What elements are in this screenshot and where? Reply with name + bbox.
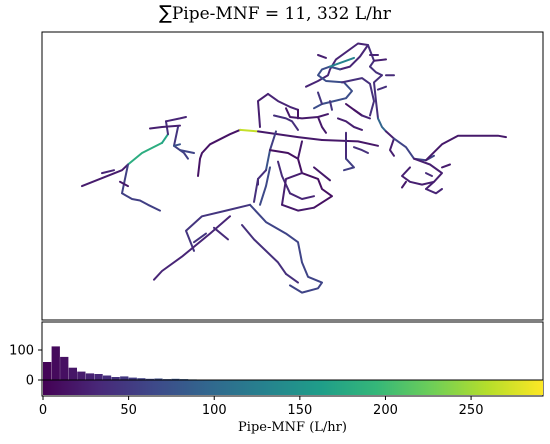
pipe-segment bbox=[321, 139, 379, 147]
pipe-segment bbox=[285, 107, 329, 120]
histogram-bar bbox=[154, 378, 163, 380]
y-axis: 0 100 bbox=[9, 344, 42, 389]
x-axis: 0 50 100 150 200 250 bbox=[39, 396, 484, 418]
chart-title: ∑Pipe-MNF = 11, 332 L/hr bbox=[0, 2, 550, 24]
histogram-bar bbox=[137, 378, 146, 380]
pipe-segment bbox=[179, 149, 195, 154]
pipe-segment bbox=[353, 146, 369, 154]
histogram-bar bbox=[102, 375, 112, 380]
pipe-segment bbox=[281, 203, 315, 212]
pipe-segment bbox=[425, 188, 443, 195]
x-tick-label: 200 bbox=[373, 403, 398, 418]
pipe-segment bbox=[367, 44, 383, 120]
pipe-segment bbox=[377, 85, 387, 91]
pipe-segment bbox=[329, 56, 355, 68]
x-tick-label: 100 bbox=[202, 403, 227, 418]
histogram-bar bbox=[111, 377, 120, 380]
pipe-segment bbox=[193, 232, 207, 244]
pipe-segment bbox=[377, 117, 387, 133]
histogram-bar bbox=[68, 367, 77, 380]
histogram-bar bbox=[77, 371, 86, 380]
histogram-bar bbox=[145, 378, 154, 380]
pipe-segment bbox=[121, 163, 161, 212]
pipe-segment bbox=[165, 120, 169, 136]
histogram-bar bbox=[94, 374, 103, 380]
pipe-segment bbox=[329, 100, 333, 111]
pipe-segment bbox=[317, 116, 327, 134]
pipe-segment bbox=[249, 203, 323, 294]
pipe-segment bbox=[173, 143, 181, 147]
pipe-segment bbox=[161, 133, 169, 144]
pipe-segment bbox=[373, 58, 387, 62]
pipe-segment bbox=[173, 144, 189, 160]
pipe-segment bbox=[337, 117, 363, 131]
pipe-segment bbox=[153, 215, 231, 281]
pipe-segment bbox=[273, 114, 299, 131]
colorbar-strip bbox=[43, 380, 543, 395]
x-tick-label: 0 bbox=[39, 403, 47, 418]
pipe-segment bbox=[341, 77, 375, 117]
sigma-symbol: ∑ bbox=[159, 2, 172, 24]
pipe-segment bbox=[317, 91, 323, 105]
pipe-segment bbox=[127, 141, 163, 166]
histogram-bars bbox=[43, 346, 309, 380]
histogram-bar bbox=[51, 346, 60, 380]
pipe-segment bbox=[257, 130, 323, 141]
pipe-segment bbox=[81, 163, 129, 188]
histogram-bar bbox=[60, 356, 69, 380]
pipe-segment bbox=[297, 140, 303, 160]
pipe-segment bbox=[239, 128, 259, 133]
histogram-bar bbox=[128, 377, 137, 380]
pipe-segment bbox=[345, 103, 363, 117]
x-tick-label: 50 bbox=[120, 403, 137, 418]
pipe-segment bbox=[277, 160, 291, 195]
pipe-segment bbox=[197, 128, 241, 177]
pipe-segment bbox=[265, 149, 271, 172]
pipe-segment bbox=[213, 226, 229, 241]
histogram-bar bbox=[43, 362, 52, 380]
pipe-segment bbox=[241, 224, 287, 275]
y-tick-label: 100 bbox=[9, 344, 34, 359]
pipe-segment bbox=[257, 92, 269, 128]
pipe-segment bbox=[343, 157, 355, 172]
x-axis-label: Pipe-MNF (L/hr) bbox=[238, 420, 347, 435]
x-tick-label: 250 bbox=[459, 403, 484, 418]
pipe-segment bbox=[267, 92, 299, 111]
pipe-segment bbox=[361, 114, 371, 120]
pipe-segment bbox=[425, 172, 433, 177]
pipe-segment bbox=[281, 172, 303, 206]
pipe-segment bbox=[185, 203, 251, 252]
pipe-segment bbox=[269, 130, 277, 152]
pipe-segment bbox=[441, 163, 451, 169]
pipe-segment bbox=[259, 166, 271, 206]
pipe-segment bbox=[285, 272, 299, 284]
pipe-segment bbox=[289, 192, 315, 200]
pipe-segment bbox=[173, 126, 179, 147]
chart-title-text: Pipe-MNF = 11, 332 L/hr bbox=[171, 4, 391, 24]
pipe-segment bbox=[401, 180, 407, 189]
pipe-segment bbox=[313, 166, 331, 182]
pipe-segment bbox=[101, 169, 115, 175]
histogram-bar bbox=[120, 376, 129, 380]
pipe-segment bbox=[317, 54, 327, 59]
pipe-segment bbox=[165, 116, 187, 123]
pipe-segment bbox=[413, 157, 443, 190]
pipe-segment bbox=[269, 149, 333, 209]
histogram-bar bbox=[171, 378, 180, 380]
pipe-segment bbox=[149, 124, 181, 130]
pipe-network bbox=[81, 42, 507, 294]
pipe-segment bbox=[425, 134, 507, 162]
pipe-segment bbox=[385, 130, 395, 157]
y-tick-label: 0 bbox=[26, 374, 34, 389]
pipe-segment bbox=[119, 180, 129, 188]
pipe-segment bbox=[401, 166, 435, 186]
histogram-bar bbox=[85, 373, 95, 380]
x-tick-label: 150 bbox=[287, 403, 312, 418]
